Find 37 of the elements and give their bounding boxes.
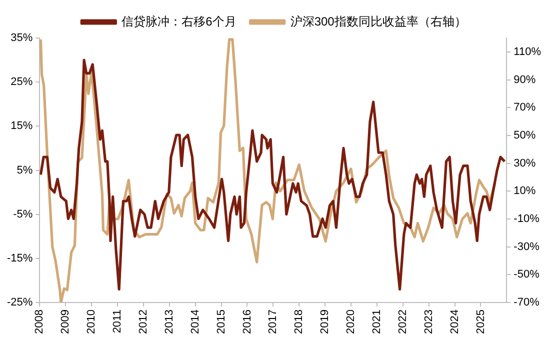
y2-tick-label: -50% [514,268,540,281]
x-tick-label: 2010 [86,310,98,334]
x-tick-label: 2017 [267,310,280,334]
y-tick-label: 15% [10,120,33,132]
x-tick-label: 2014 [189,310,202,334]
y2-tick-label: 90% [514,74,536,86]
x-tick-label: 2016 [241,310,254,334]
y2-tick-label: -30% [514,240,540,253]
x-tick-label: 2015 [215,310,228,334]
y-tick-label: 35% [10,32,33,44]
x-tick-label: 2019 [319,310,332,334]
x-tick-label: 2020 [345,310,358,334]
y-tick-label: 25% [10,76,33,88]
y2-tick-label: 10% [514,185,536,198]
y2-tick-label: 30% [514,157,536,170]
y-tick-label: -5% [13,208,33,220]
y2-tick-label: -70% [514,296,540,309]
y2-tick-label: 70% [514,102,536,114]
y2-tick-label: -10% [514,213,540,226]
x-tick-label: 2021 [370,310,383,334]
x-tick-label: 2022 [396,310,409,334]
x-tick-label: 2013 [163,310,176,334]
x-tick-label: 2023 [422,310,435,334]
legend-label: 沪深300指数同比收益率（右轴） [290,14,466,28]
x-tick-label: 2011 [112,310,124,334]
y-tick-label: -25% [6,296,33,309]
y2-tick-label: 50% [514,129,536,142]
x-tick-label: 2025 [474,310,487,334]
x-tick-label: 2018 [293,310,306,334]
y-tick-label: -15% [6,252,33,264]
y2-tick-label: 110% [514,46,542,58]
legend-label: 信贷脉冲：右移6个月 [122,14,236,28]
x-tick-label: 2008 [34,310,46,334]
x-tick-label: 2024 [448,310,461,334]
x-tick-label: 2009 [60,310,72,334]
x-tick-label: 2012 [137,310,150,334]
y-tick-label: 5% [16,164,33,176]
